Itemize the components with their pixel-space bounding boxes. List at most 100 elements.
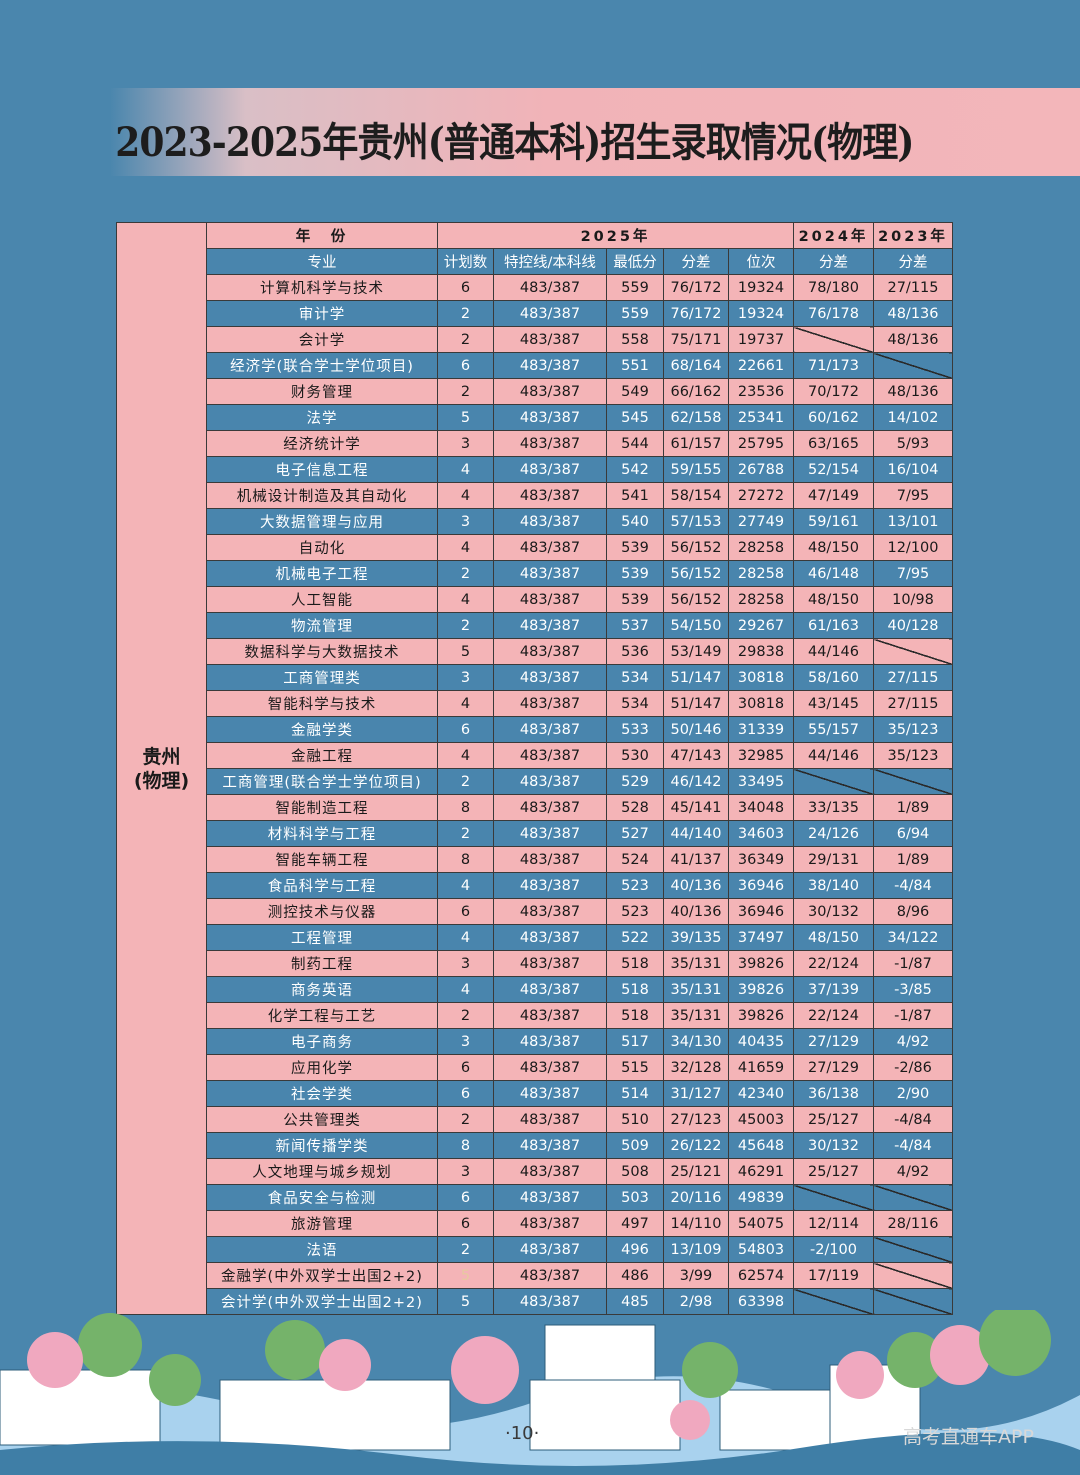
plan-cell: 4	[437, 456, 494, 483]
diff-2023-cell: -4/84	[873, 1132, 953, 1159]
diff-2023-cell: 27/115	[873, 664, 953, 691]
rank-cell: 27749	[728, 508, 794, 535]
table-row: 金融学类 6 483/387 533 50/146 31339 55/157 35/123	[117, 716, 953, 743]
diff-2024-cell: 55/157	[793, 716, 874, 743]
diff-2023-cell: 35/123	[873, 716, 953, 743]
plan-cell: 4	[437, 976, 494, 1003]
diff-cell: 40/136	[663, 898, 729, 925]
major-cell: 工商管理(联合学士学位项目)	[206, 768, 438, 795]
plan-cell: 4	[437, 690, 494, 717]
rank-cell: 31339	[728, 716, 794, 743]
table-row: 食品科学与工程 4 483/387 523 40/136 36946 38/140 -4/84	[117, 872, 953, 899]
line-cell: 483/387	[493, 612, 607, 639]
diff-cell: 53/149	[663, 638, 729, 665]
min-score-cell: 510	[606, 1106, 664, 1133]
plan-cell: 2	[437, 1106, 494, 1133]
line-cell: 483/387	[493, 794, 607, 821]
diff-2023-cell: 7/95	[873, 560, 953, 587]
major-cell: 物流管理	[206, 612, 438, 639]
diff-2024-cell: 25/127	[793, 1106, 874, 1133]
diff-2023-cell: -4/84	[873, 872, 953, 899]
diff-cell: 27/123	[663, 1106, 729, 1133]
diff-2023-cell: -4/84	[873, 1106, 953, 1133]
plan-cell: 6	[437, 898, 494, 925]
plan-cell: 2	[437, 820, 494, 847]
diff-2024-cell: 22/124	[793, 950, 874, 977]
line-cell: 483/387	[493, 352, 607, 379]
major-cell: 会计学	[206, 326, 438, 353]
min-score-cell: 515	[606, 1054, 664, 1081]
min-score-cell: 485	[606, 1288, 664, 1315]
diff-2023-cell: 10/98	[873, 586, 953, 613]
min-score-cell: 517	[606, 1028, 664, 1055]
line-cell: 483/387	[493, 482, 607, 509]
diff-cell: 25/121	[663, 1158, 729, 1185]
diff-2023-cell	[873, 1236, 953, 1263]
year-header: 年 份	[206, 222, 438, 249]
diff-2024-cell: 71/173	[793, 352, 874, 379]
diff-cell: 57/153	[663, 508, 729, 535]
rank-cell: 46291	[728, 1158, 794, 1185]
table-row: 商务英语 4 483/387 518 35/131 39826 37/139 -3/85	[117, 976, 953, 1003]
rank-cell: 33495	[728, 768, 794, 795]
major-header: 专业	[206, 248, 438, 275]
rank-header: 位次	[728, 248, 794, 275]
min-score-cell: 509	[606, 1132, 664, 1159]
plan-cell: 8	[437, 1132, 494, 1159]
plan-cell: 2	[437, 300, 494, 327]
diff-2024-cell: 43/145	[793, 690, 874, 717]
major-cell: 食品科学与工程	[206, 872, 438, 899]
min-score-cell: 537	[606, 612, 664, 639]
diff-2023-cell: 27/115	[873, 690, 953, 717]
diff-2023-cell: 35/123	[873, 742, 953, 769]
line-cell: 483/387	[493, 326, 607, 353]
diff-2024-cell: 44/146	[793, 638, 874, 665]
major-cell: 机械设计制造及其自动化	[206, 482, 438, 509]
rank-cell: 28258	[728, 534, 794, 561]
major-cell: 电子商务	[206, 1028, 438, 1055]
line-cell: 483/387	[493, 742, 607, 769]
min-score-cell: 528	[606, 794, 664, 821]
plan-cell: 3	[437, 508, 494, 535]
table-row: 电子商务 3 483/387 517 34/130 40435 27/129 4/92	[117, 1028, 953, 1055]
table-row: 机械电子工程 2 483/387 539 56/152 28258 46/148 7/95	[117, 560, 953, 587]
table-row: 新闻传播学类 8 483/387 509 26/122 45648 30/132 -4/84	[117, 1132, 953, 1159]
diff-2024-cell: 48/150	[793, 924, 874, 951]
plan-cell: 4	[437, 482, 494, 509]
plan-cell: 2	[437, 1236, 494, 1263]
min-score-cell: 508	[606, 1158, 664, 1185]
major-cell: 社会学类	[206, 1080, 438, 1107]
table-row: 法语 2 483/387 496 13/109 54803 -2/100	[117, 1236, 953, 1263]
min-score-cell: 540	[606, 508, 664, 535]
rank-cell: 19737	[728, 326, 794, 353]
diff-cell: 46/142	[663, 768, 729, 795]
line-cell: 483/387	[493, 1002, 607, 1029]
major-cell: 机械电子工程	[206, 560, 438, 587]
diff-2024-cell: 47/149	[793, 482, 874, 509]
year-2024-header: 2024年	[793, 222, 874, 249]
diff-cell: 58/154	[663, 482, 729, 509]
plan-cell: 3	[437, 950, 494, 977]
diff-cell: 75/171	[663, 326, 729, 353]
line-cell: 483/387	[493, 924, 607, 951]
plan-cell: 6	[437, 1080, 494, 1107]
diff-2024-cell: 78/180	[793, 274, 874, 301]
min-score-cell: 486	[606, 1262, 664, 1289]
line-cell: 483/387	[493, 768, 607, 795]
diff-2023-cell: 7/95	[873, 482, 953, 509]
major-cell: 新闻传播学类	[206, 1132, 438, 1159]
diff-2023-cell: 1/89	[873, 846, 953, 873]
diff-cell: 41/137	[663, 846, 729, 873]
table-row: 会计学 2 483/387 558 75/171 19737 48/136	[117, 326, 953, 353]
diff-2024-cell: 25/127	[793, 1158, 874, 1185]
rank-cell: 34603	[728, 820, 794, 847]
diff-2024-cell: 58/160	[793, 664, 874, 691]
table-row: 人文地理与城乡规划 3 483/387 508 25/121 46291 25/127 4/9…	[117, 1158, 953, 1185]
line-cell: 483/387	[493, 404, 607, 431]
rank-cell: 54075	[728, 1210, 794, 1237]
diff-2024-cell: 12/114	[793, 1210, 874, 1237]
min-score-cell: 518	[606, 1002, 664, 1029]
diff-2023-cell	[873, 768, 953, 795]
line-cell: 483/387	[493, 1106, 607, 1133]
diff-2024-cell	[793, 1184, 874, 1211]
